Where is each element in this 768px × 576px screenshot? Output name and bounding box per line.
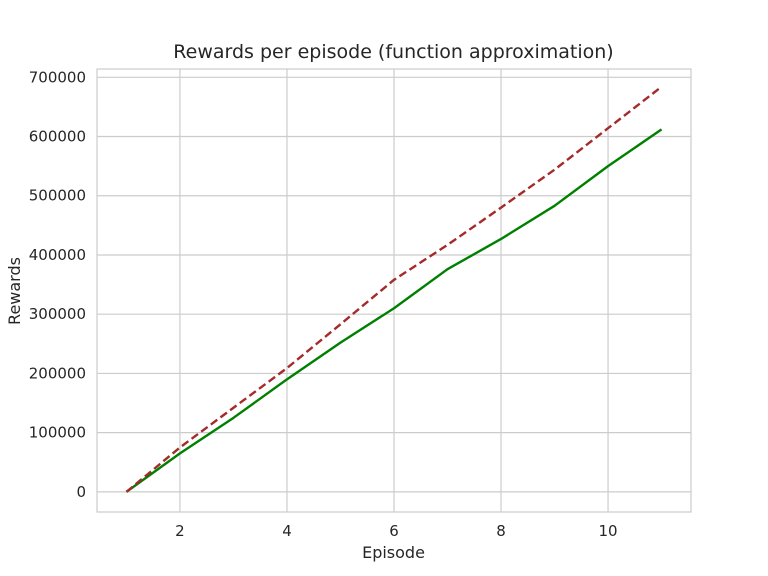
x-tick-label: 10 xyxy=(599,522,618,540)
series-line-2 xyxy=(125,85,663,493)
x-axis-label: Episode xyxy=(362,543,425,562)
y-tick-label: 400000 xyxy=(29,246,86,264)
plot-frame xyxy=(96,68,692,513)
y-tick-label: 200000 xyxy=(29,364,86,382)
y-axis-label: Rewards xyxy=(5,257,24,325)
x-tick-label: 8 xyxy=(496,522,506,540)
y-tick-label: 300000 xyxy=(29,305,86,323)
series-layer xyxy=(125,85,663,493)
y-tick-label: 600000 xyxy=(29,128,86,146)
tick-layer: 2 4 6 8 10 0 100000 200000 300000 400000 500000 600… xyxy=(29,68,618,540)
y-tick-label: 0 xyxy=(76,483,86,501)
x-tick-label: 6 xyxy=(389,522,399,540)
x-tick-label: 4 xyxy=(282,522,292,540)
chart-title: Rewards per episode (function approximat… xyxy=(173,41,613,63)
series-line-1 xyxy=(125,128,663,493)
y-tick-label: 500000 xyxy=(29,187,86,205)
y-tick-label: 100000 xyxy=(29,424,86,442)
grid-layer xyxy=(97,69,691,512)
x-tick-label: 2 xyxy=(175,522,185,540)
y-tick-label: 700000 xyxy=(29,68,86,86)
